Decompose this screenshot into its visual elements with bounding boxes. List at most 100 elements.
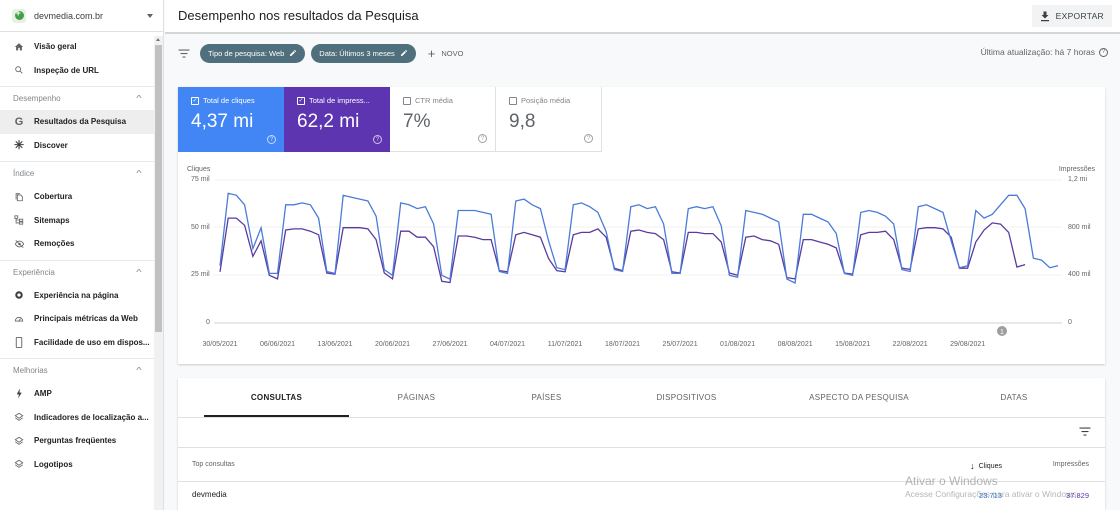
home-icon bbox=[13, 41, 25, 53]
metric-label: Posição média bbox=[521, 96, 571, 105]
section-indice[interactable]: Índice ^ bbox=[0, 161, 154, 185]
sidebar-item-breadcrumbs[interactable]: Indicadores de localização a... bbox=[0, 406, 154, 430]
sidebar-item-sitemaps[interactable]: Sitemaps bbox=[0, 209, 154, 233]
metric-total-impressions[interactable]: ✓ Total de impress... 62,2 mi ? bbox=[284, 87, 390, 152]
column-header-impressions[interactable]: Impressões bbox=[1052, 461, 1089, 468]
checkbox-unchecked-icon[interactable] bbox=[403, 96, 411, 105]
x-tick: 08/08/2021 bbox=[777, 341, 813, 348]
sidebar-item-label: Logotipos bbox=[34, 459, 73, 469]
section-experiencia[interactable]: Experiência ^ bbox=[0, 259, 154, 284]
chevron-up-icon: ^ bbox=[136, 169, 142, 178]
export-label: EXPORTAR bbox=[1055, 11, 1104, 21]
sidebar-item-faq[interactable]: Perguntas freqüentes bbox=[0, 429, 154, 453]
x-tick: 30/05/2021 bbox=[202, 341, 238, 348]
sidebar-item-mobile-usability[interactable]: Facilidade de uso em dispos... bbox=[0, 331, 154, 355]
tab-countries[interactable]: PAÍSES bbox=[531, 393, 562, 402]
gauge-icon bbox=[13, 313, 25, 325]
query-cell: devmedia bbox=[192, 490, 227, 499]
property-name: devmedia.com.br bbox=[34, 10, 104, 21]
export-button[interactable]: EXPORTAR bbox=[1031, 5, 1112, 27]
section-melhorias[interactable]: Melhorias ^ bbox=[0, 358, 154, 382]
left-tick: 50 mil bbox=[191, 224, 210, 231]
right-tick: 1,2 mi bbox=[1068, 176, 1088, 183]
right-tick: 400 mil bbox=[1068, 271, 1091, 278]
metric-value: 4,37 mi bbox=[191, 111, 254, 132]
metric-cards: ✓ Total de cliques 4,37 mi ? ✓ Total de im… bbox=[178, 87, 1105, 152]
metric-value: 62,2 mi bbox=[297, 111, 360, 132]
sidebar-item-discover[interactable]: ✳ Discover bbox=[0, 134, 154, 158]
sidebar-item-page-experience[interactable]: Experiência na página bbox=[0, 284, 154, 308]
scroll-up-arrow-icon[interactable] bbox=[156, 38, 160, 41]
x-tick: 04/07/2021 bbox=[490, 341, 526, 348]
sidebar-item-overview[interactable]: Visão geral bbox=[0, 35, 154, 59]
page-title: Desempenho nos resultados da Pesquisa bbox=[178, 8, 419, 23]
right-tick: 0 bbox=[1068, 319, 1072, 326]
sidebar-item-label: Experiência na página bbox=[34, 290, 119, 300]
table-row[interactable]: devmedia 23.713 37.829 bbox=[178, 482, 1105, 508]
filter-rows-icon[interactable] bbox=[1079, 427, 1091, 436]
search-type-filter-chip[interactable]: Tipo de pesquisa: Web bbox=[200, 43, 306, 63]
help-icon[interactable]: ? bbox=[267, 135, 276, 144]
mobile-icon bbox=[13, 336, 25, 348]
help-icon[interactable]: ? bbox=[1099, 47, 1108, 57]
edit-pencil-icon bbox=[400, 49, 407, 56]
sidebar-item-label: Cobertura bbox=[34, 192, 73, 202]
help-icon[interactable]: ? bbox=[478, 134, 487, 143]
section-desempenho[interactable]: Desempenho ^ bbox=[0, 86, 154, 110]
sidebar-item-label: Perguntas freqüentes bbox=[34, 436, 117, 446]
metric-average-position[interactable]: Posição média 9,8 ? bbox=[496, 87, 602, 152]
sidebar-item-logos[interactable]: Logotipos bbox=[0, 453, 154, 477]
sidebar-item-label: AMP bbox=[34, 389, 52, 399]
sidebar-item-label: Remoções bbox=[34, 239, 75, 249]
sidebar-item-url-inspection[interactable]: Inspeção de URL bbox=[0, 59, 154, 83]
line-chart[interactable]: Cliques Impressões 75 mil 50 mil 25 mil … bbox=[178, 152, 1105, 364]
metric-value: 9,8 bbox=[509, 111, 536, 132]
sidebar-item-removals[interactable]: Remoções bbox=[0, 232, 154, 256]
page-header: Desempenho nos resultados da Pesquisa EX… bbox=[165, 0, 1120, 34]
section-title: Índice bbox=[13, 169, 35, 178]
checkbox-unchecked-icon[interactable] bbox=[509, 96, 517, 105]
sidebar-item-coverage[interactable]: Cobertura bbox=[0, 185, 154, 209]
checkbox-checked-icon[interactable]: ✓ bbox=[297, 96, 305, 105]
filter-icon[interactable] bbox=[178, 49, 190, 58]
right-tick: 800 mil bbox=[1068, 224, 1091, 231]
help-icon[interactable]: ? bbox=[373, 135, 382, 144]
x-tick: 22/08/2021 bbox=[892, 341, 928, 348]
x-tick: 13/06/2021 bbox=[317, 341, 353, 348]
metric-total-clicks[interactable]: ✓ Total de cliques 4,37 mi ? bbox=[178, 87, 284, 152]
sidebar-item-label: Indicadores de localização a... bbox=[34, 412, 149, 422]
sidebar-item-label: Resultados da Pesquisa bbox=[34, 117, 127, 127]
column-header-query: Top consultas bbox=[192, 461, 235, 468]
x-tick: 20/06/2021 bbox=[374, 341, 411, 348]
chip-label: Tipo de pesquisa: Web bbox=[208, 48, 285, 58]
sidebar-item-label: Principais métricas da Web bbox=[34, 314, 138, 324]
x-tick: 01/08/2021 bbox=[720, 341, 756, 348]
left-tick: 75 mil bbox=[191, 176, 210, 183]
sidebar-scroll-thumb[interactable] bbox=[155, 45, 162, 332]
sidebar-item-label: Sitemaps bbox=[34, 215, 70, 225]
checkbox-checked-icon[interactable]: ✓ bbox=[191, 96, 199, 105]
asterisk-icon: ✳ bbox=[13, 138, 25, 153]
sidebar-scrollbar[interactable] bbox=[154, 36, 163, 510]
sidebar-item-search-results[interactable]: G Resultados da Pesquisa bbox=[0, 110, 154, 134]
metric-average-ctr[interactable]: CTR média 7% ? bbox=[390, 87, 496, 152]
column-header-clicks[interactable]: ↓ Cliques bbox=[970, 461, 1002, 471]
tab-devices[interactable]: DISPOSITIVOS bbox=[656, 393, 717, 402]
tab-dates[interactable]: DATAS bbox=[1000, 393, 1028, 402]
tab-search-appearance[interactable]: ASPECTO DA PESQUISA bbox=[809, 393, 909, 402]
left-axis-title: Cliques bbox=[187, 166, 211, 173]
tab-queries[interactable]: CONSULTAS bbox=[204, 378, 349, 417]
search-icon bbox=[13, 64, 25, 76]
tab-pages[interactable]: PÁGINAS bbox=[397, 393, 436, 402]
date-filter-chip[interactable]: Data: Últimos 3 meses bbox=[311, 43, 416, 63]
help-icon[interactable]: ? bbox=[584, 134, 593, 143]
svg-text:1: 1 bbox=[1000, 329, 1004, 336]
sidebar-item-amp[interactable]: AMP bbox=[0, 382, 154, 406]
property-selector[interactable]: devmedia.com.br bbox=[0, 0, 163, 32]
sidebar-item-core-web-vitals[interactable]: Principais métricas da Web bbox=[0, 307, 154, 331]
new-filter-button[interactable]: + NOVO bbox=[428, 46, 464, 61]
sitemap-icon bbox=[13, 214, 25, 226]
column-header-label: Cliques bbox=[978, 462, 1002, 470]
download-icon bbox=[1040, 11, 1049, 21]
